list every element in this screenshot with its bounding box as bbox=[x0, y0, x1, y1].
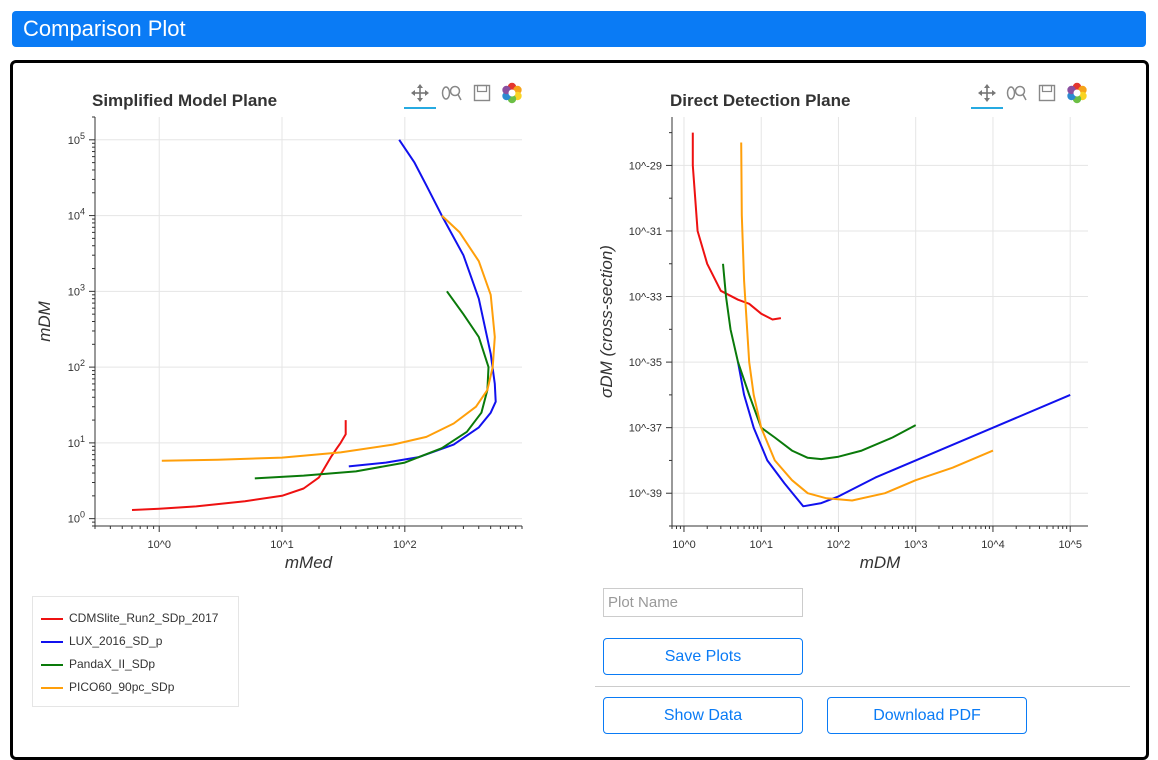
series-line-lux-2016-sd-p bbox=[348, 139, 497, 468]
x-tick-label: 10^2 bbox=[827, 539, 851, 551]
app-header: Comparison Plot bbox=[12, 11, 1146, 47]
legend-label: PICO60_90pc_SDp bbox=[69, 680, 175, 694]
plot2-toolbar bbox=[971, 81, 1095, 109]
grid bbox=[672, 117, 1088, 526]
plot2-title: Direct Detection Plane bbox=[670, 91, 851, 110]
save-icon[interactable] bbox=[1035, 81, 1059, 105]
x-tick-label: 10^4 bbox=[981, 539, 1005, 551]
wheel-zoom-icon[interactable] bbox=[440, 81, 464, 105]
x-tick-label: 10^0 bbox=[672, 539, 696, 551]
wheel-zoom-icon[interactable] bbox=[1005, 81, 1029, 105]
y-tick-label: 10^-37 bbox=[629, 423, 662, 435]
y-axis-label: σDM (cross-section) bbox=[598, 245, 616, 398]
series-line-lux-2016-sd-p bbox=[737, 361, 1071, 508]
y-tick-label: 10^-31 bbox=[629, 226, 662, 238]
x-tick-label: 10^0 bbox=[147, 539, 171, 551]
pan-icon[interactable] bbox=[971, 81, 1003, 109]
x-tick-label: 10^1 bbox=[270, 539, 294, 551]
y-tick-label: 105 bbox=[68, 131, 85, 147]
y-tick-label: 101 bbox=[68, 434, 85, 450]
y-tick-label: 100 bbox=[68, 510, 85, 526]
legend-label: CDMSlite_Run2_SDp_2017 bbox=[69, 611, 219, 625]
x-tick-label: 10^3 bbox=[904, 539, 928, 551]
direct-detection-chart: 10^0 10^1 10^2 10^3 10^4 10^5 10^-29 10^-31 10^-… bbox=[598, 117, 1088, 572]
show-data-button[interactable]: Show Data bbox=[603, 697, 803, 734]
legend: CDMSlite_Run2_SDp_2017 LUX_2016_SD_p Pan… bbox=[32, 596, 239, 707]
legend-label: LUX_2016_SD_p bbox=[69, 634, 163, 648]
pan-icon[interactable] bbox=[404, 81, 436, 109]
legend-swatch bbox=[41, 687, 63, 689]
x-tick-label: 10^5 bbox=[1058, 539, 1082, 551]
grid bbox=[95, 117, 522, 526]
legend-swatch bbox=[41, 641, 63, 643]
plot1-title: Simplified Model Plane bbox=[92, 91, 278, 110]
ticks bbox=[89, 116, 523, 532]
series-line-pico60-90pc-sdp bbox=[161, 214, 496, 462]
legend-swatch bbox=[41, 618, 63, 620]
plot1-toolbar bbox=[404, 81, 528, 109]
plot-name-input[interactable] bbox=[603, 588, 803, 617]
y-tick-label: 10^-33 bbox=[629, 292, 662, 304]
divider bbox=[595, 686, 1130, 687]
series-line-pandax-ii-sdp bbox=[254, 290, 490, 480]
bokeh-logo-icon[interactable] bbox=[1065, 81, 1089, 105]
legend-label: PandaX_II_SDp bbox=[69, 657, 156, 671]
y-tick-label: 104 bbox=[68, 207, 85, 223]
series-line-cdmslite-run2-sdp-2017 bbox=[691, 132, 782, 321]
download-pdf-button[interactable]: Download PDF bbox=[827, 697, 1027, 734]
bokeh-logo-icon[interactable] bbox=[500, 81, 524, 105]
y-axis-label: mDM bbox=[35, 300, 54, 341]
x-tick-label: 10^2 bbox=[393, 539, 417, 551]
simplified-model-chart: 10^0 10^1 10^2 105 104 103 102 101 100 mMed mDM bbox=[35, 116, 523, 572]
save-icon[interactable] bbox=[470, 81, 494, 105]
series-line-pandax-ii-sdp bbox=[722, 263, 917, 461]
y-tick-label: 103 bbox=[68, 282, 85, 298]
y-tick-label: 10^-35 bbox=[629, 357, 662, 369]
x-axis-label: mMed bbox=[285, 553, 333, 572]
save-plots-button[interactable]: Save Plots bbox=[603, 638, 803, 675]
legend-swatch bbox=[41, 664, 63, 666]
y-tick-label: 10^-39 bbox=[629, 488, 662, 500]
x-axis-label: mDM bbox=[860, 553, 901, 572]
series-line-pico60-90pc-sdp bbox=[740, 142, 994, 502]
series-line-cdmslite-run2-sdp-2017 bbox=[131, 420, 347, 511]
x-tick-label: 10^1 bbox=[749, 539, 773, 551]
y-tick-label: 10^-29 bbox=[629, 160, 662, 172]
page-title: Comparison Plot bbox=[23, 16, 186, 41]
y-tick-label: 102 bbox=[68, 358, 85, 374]
ticks bbox=[666, 132, 1071, 532]
